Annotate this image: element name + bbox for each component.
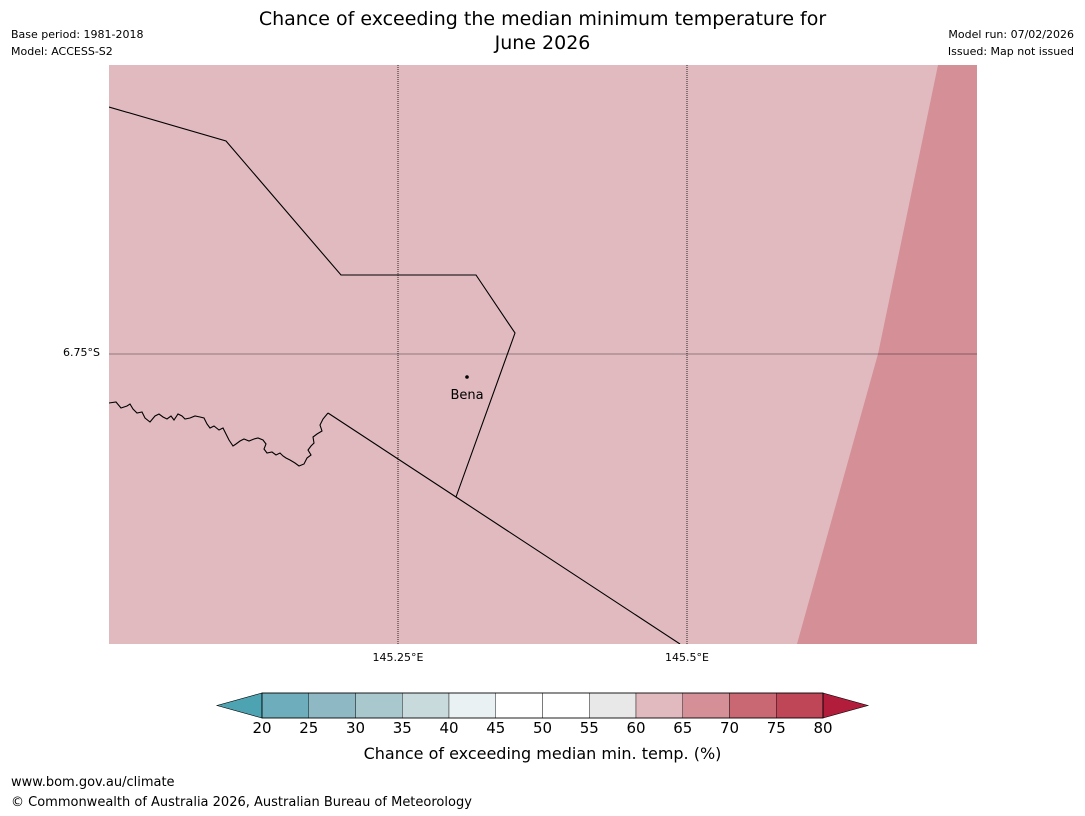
province-boundary-north: [109, 106, 516, 498]
model-name: Model: ACCESS-S2: [11, 45, 113, 58]
title-line-2: June 2026: [494, 32, 591, 54]
colorbar-label: Chance of exceeding median min. temp. (%…: [363, 744, 722, 763]
colorbar-segment-60-65: [635, 692, 683, 719]
colorbar-tick-80: 80: [813, 719, 833, 737]
colorbar-segment-25-30: [308, 692, 356, 719]
header-left: Base period: 1981-2018 Model: ACCESS-S2: [11, 26, 143, 60]
colorbar-segment-65-70: [682, 692, 730, 719]
place-label-bena: Bena: [450, 388, 484, 403]
colorbar-tick-35: 35: [392, 719, 412, 737]
footer-copyright: © Commonwealth of Australia 2026, Austra…: [11, 795, 472, 810]
colorbar-segment-35-40: [402, 692, 450, 719]
issued-status: Issued: Map not issued: [947, 45, 1074, 58]
colorbar-tick-65: 65: [673, 719, 693, 737]
longitude-label-145-25: 145.25°E: [372, 651, 424, 664]
colorbar-tick-30: 30: [345, 719, 366, 737]
river-boundary: [109, 401, 329, 467]
colorbar-tick-75: 75: [766, 719, 786, 737]
model-run: Model run: 07/02/2026: [948, 28, 1074, 41]
colorbar-tick-55: 55: [579, 719, 599, 737]
place-marker-dot: [465, 375, 469, 379]
colorbar-tick-40: 40: [439, 719, 459, 737]
colorbar-tick-70: 70: [719, 719, 740, 737]
colorbar-segment-55-60: [589, 692, 637, 719]
latitude-label: 6.75°S: [63, 346, 100, 359]
longitude-label-145-5: 145.5°E: [665, 651, 709, 664]
map-title: Chance of exceeding the median minimum t…: [200, 7, 885, 55]
colorbar-segment-20-25: [261, 692, 309, 719]
colorbar-segment-50-55: [542, 692, 590, 719]
base-period: Base period: 1981-2018: [11, 28, 144, 41]
province-boundary-south: [327, 412, 681, 644]
colorbar-segment-70-75: [729, 692, 777, 719]
colorbar-tick-45: 45: [486, 719, 506, 737]
colorbar-segment-40-45: [448, 692, 496, 719]
colorbar-segment-75-80: [776, 692, 824, 719]
probability-band-65-70: [797, 65, 977, 644]
colorbar-extension-high: [822, 692, 870, 719]
footer-url: www.bom.gov.au/climate: [11, 775, 175, 790]
colorbar-outline: [261, 692, 824, 719]
colorbar-segment-30-35: [355, 692, 403, 719]
colorbar-extension-low: [215, 692, 263, 719]
colorbar-tick-50: 50: [532, 719, 553, 737]
colorbar-tick-20: 20: [252, 719, 272, 737]
colorbar-tick-25: 25: [299, 719, 319, 737]
header-right: Model run: 07/02/2026 Issued: Map not is…: [948, 26, 1074, 60]
title-line-1: Chance of exceeding the median minimum t…: [258, 8, 827, 30]
colorbar-tick-60: 60: [626, 719, 646, 737]
colorbar-segment-45-50: [495, 692, 543, 719]
